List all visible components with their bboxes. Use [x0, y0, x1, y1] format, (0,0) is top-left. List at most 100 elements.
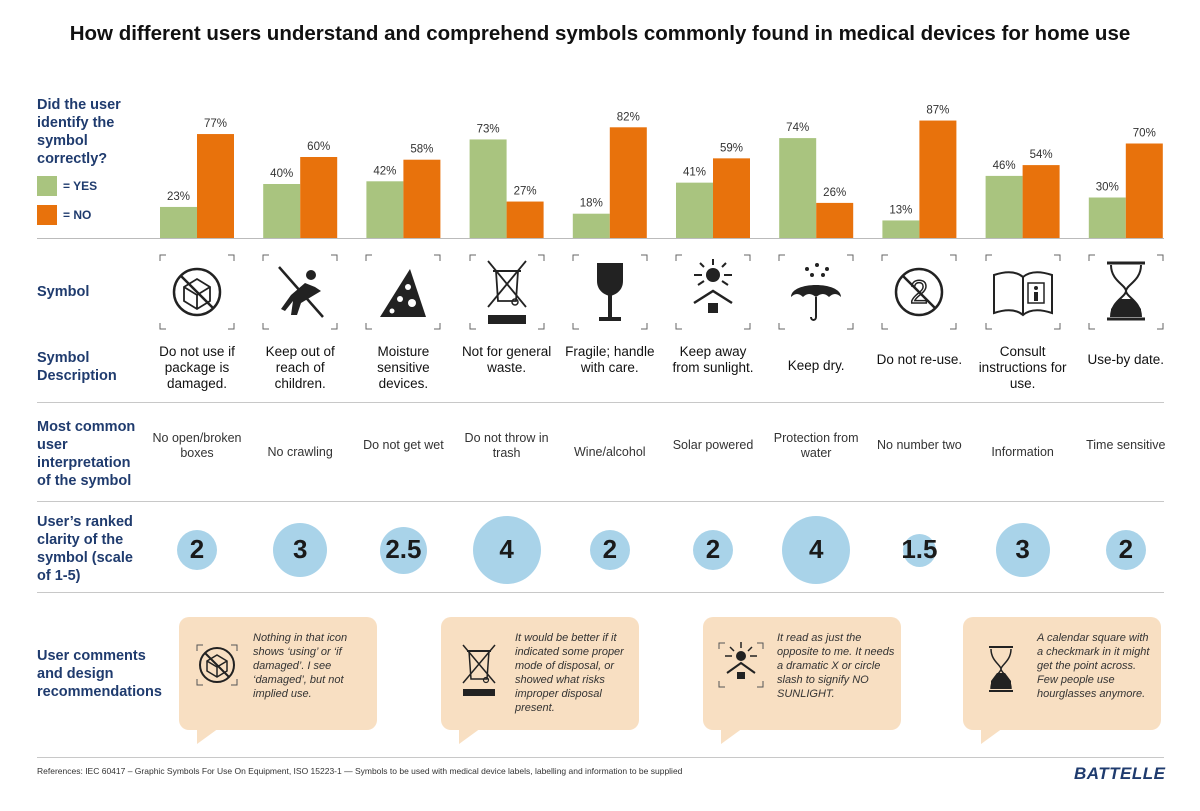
user-interpretation: Solar powered [672, 438, 754, 452]
row-label-identify: Did the user identify the symbol correct… [37, 97, 121, 167]
clarity-bubble [1105, 530, 1146, 570]
bar-yes [985, 175, 1023, 238]
comment-tail [721, 728, 743, 744]
clarity-bubble [379, 526, 427, 574]
bar-value-label: 82% [617, 111, 640, 123]
clarity-score: 3 [1015, 534, 1030, 564]
bar-no [1125, 143, 1163, 238]
comment-bubble: Nothing in that icon shows ‘using’ or ‘i… [179, 617, 377, 744]
comment-bubble: A calendar square with a checkmark in it… [963, 617, 1161, 744]
moisture-sensitive-icon [364, 253, 442, 331]
legend-no-label: = NO [63, 208, 92, 222]
comment-text: A calendar square with a checkmark in it… [1037, 632, 1150, 700]
umbrella-icon [777, 253, 855, 331]
clarity-bubble [273, 523, 328, 577]
symbol-description: Fragile; handle with care. [565, 344, 655, 375]
bar-value-label: 73% [477, 123, 500, 135]
bar-value-label: 77% [204, 118, 227, 130]
bar-no [197, 134, 234, 238]
crossed-bin-icon [468, 253, 546, 331]
clarity-score: 2 [1118, 534, 1134, 564]
divider [37, 238, 1164, 239]
comment-bubble: It read as just the opposite to me. It n… [703, 617, 901, 744]
comment-bubble: It would be better if it indicated some … [441, 617, 639, 744]
bar-yes [469, 139, 507, 238]
battelle-logo: BATTELLE [1074, 764, 1166, 783]
bar-no [816, 202, 854, 238]
bar-value-label: 13% [889, 204, 912, 216]
bar-no [1022, 165, 1060, 238]
crossed-bin-icon [462, 644, 496, 696]
user-interpretation: Wine/alcohol [574, 445, 646, 459]
references-footer: References: IEC 60417 – Graphic Symbols … [37, 766, 683, 776]
comment-tail [459, 728, 481, 744]
bar-value-label: 54% [1030, 149, 1053, 161]
bar-no [713, 158, 750, 238]
clarity-bubble [177, 530, 217, 570]
legend-no-swatch [37, 205, 57, 225]
symbol-description: Not for general waste. [461, 344, 552, 375]
bar-yes [779, 138, 817, 238]
legend-yes-swatch [37, 176, 57, 196]
hourglass-icon [989, 646, 1013, 692]
comment-tail [197, 728, 219, 744]
hourglass-icon [1087, 253, 1165, 331]
fragile-glass-icon [571, 253, 649, 331]
bar-yes [882, 220, 920, 238]
symbol-description: Do not re-use. [876, 352, 963, 367]
bar-value-label: 40% [270, 168, 293, 180]
legend-no: = NO [37, 205, 91, 225]
clarity-score: 2.5 [385, 534, 422, 564]
row-label-interpretation: Most common user interpretation of the s… [37, 419, 136, 489]
row-label-symbol: Symbol [37, 284, 90, 300]
clarity-bubble [782, 516, 851, 584]
comment-text: It would be better if it indicated some … [515, 632, 624, 714]
bar-value-label: 58% [410, 144, 433, 156]
row-label-clarity: User’s ranked clarity of the symbol (sca… [37, 514, 133, 584]
clarity-bubble [589, 530, 630, 570]
divider [37, 402, 1164, 403]
bar-value-label: 41% [683, 167, 706, 179]
user-interpretation: No open/broken boxes [152, 431, 242, 460]
symbol-description: Keep dry. [787, 358, 845, 373]
bar-value-label: 59% [720, 142, 743, 154]
symbol-description: Moisture sensitive devices. [377, 344, 430, 391]
clarity-score: 2 [602, 534, 618, 564]
comment-text: Nothing in that icon shows ‘using’ or ‘i… [253, 632, 348, 700]
bar-yes [160, 206, 197, 238]
bar-value-label: 87% [926, 105, 949, 117]
bar-value-label: 74% [786, 122, 809, 134]
symbol-description: Use-by date. [1087, 352, 1165, 367]
bar-value-label: 42% [373, 165, 396, 177]
keep-from-children-icon [261, 253, 339, 331]
clarity-score: 4 [808, 534, 824, 564]
bar-yes [676, 182, 713, 238]
bar-yes [572, 213, 610, 238]
row-label-comments: User comments and design recommendations [37, 648, 162, 700]
bar-value-label: 46% [993, 160, 1016, 172]
bar-yes [263, 184, 301, 238]
user-interpretation: Time sensitive [1086, 438, 1166, 452]
clarity-bubble [472, 516, 541, 584]
bar-chart: 23% 77% 40% 60% 42% 58% 73% 27% 18% 82% 41% 59% 74% 2… [160, 105, 1163, 238]
damaged-package-icon [196, 644, 238, 686]
legend-yes-label: = YES [63, 179, 98, 193]
page-title: How different users understand and compr… [69, 22, 1131, 45]
symbol-description: Keep away from sunlight. [672, 344, 754, 375]
user-interpretation: Protection from water [773, 431, 859, 460]
user-interpretation: Do not throw in trash [464, 431, 549, 460]
sunlight-icon [718, 642, 764, 688]
clarity-bubble [902, 533, 936, 567]
clarity-score: 1.5 [901, 534, 938, 564]
bar-value-label: 30% [1096, 182, 1119, 194]
symbol-description: Consult instructions for use. [978, 344, 1067, 391]
comment-tail [981, 728, 1003, 744]
divider [37, 501, 1164, 502]
bar-no [403, 159, 441, 238]
bar-value-label: 70% [1133, 128, 1156, 140]
bar-yes [1088, 197, 1126, 238]
bar-value-label: 60% [307, 141, 330, 153]
sunlight-icon [674, 253, 752, 331]
comment-text: It read as just the opposite to me. It n… [777, 632, 895, 700]
damaged-package-icon [158, 253, 236, 331]
